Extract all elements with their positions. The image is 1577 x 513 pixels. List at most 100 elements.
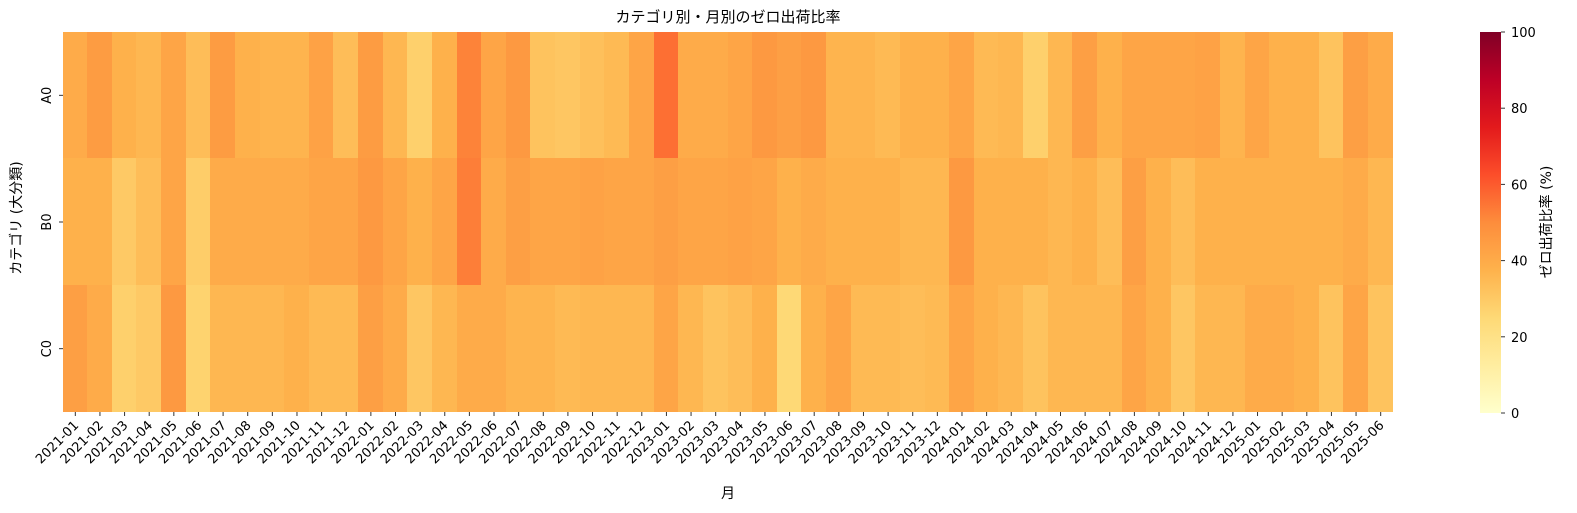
heatmap-cell-B0-2023-05 [752,158,778,286]
heatmap-cell-B0-2025-05 [1343,158,1369,286]
heatmap-cell-C0-2025-01 [1245,285,1270,412]
heatmap-cell-A0-2025-01 [1245,32,1270,159]
heatmap-cell-A0-2024-11 [1195,32,1221,159]
heatmap-cell-C0-2024-02 [974,285,999,412]
heatmap-cell-A0-2024-05 [1048,32,1073,159]
heatmap-cell-A0-2021-03 [112,32,137,159]
heatmap-cell-B0-2021-11 [309,158,334,286]
heatmap-cell-C0-2021-01 [63,285,88,412]
heatmap-cell-B0-2023-06 [777,158,802,286]
heatmap-cell-A0-2022-08 [530,32,556,159]
heatmap-cell-C0-2025-05 [1343,285,1369,412]
heatmap-cell-B0-2022-10 [580,158,605,286]
heatmap-cell-A0-2024-10 [1171,32,1196,159]
heatmap-cell-B0-2024-07 [1097,158,1123,286]
heatmap-cell-B0-2023-11 [900,158,926,286]
heatmap-cell-A0-2025-02 [1269,32,1295,159]
heatmap-cell-C0-2022-10 [580,285,605,412]
heatmap-cell-C0-2021-08 [235,285,261,412]
chart-title: カテゴリ別・月別のゼロ出荷比率 [615,8,840,26]
heatmap-cell-C0-2024-01 [949,285,975,412]
heatmap-cell-A0-2021-10 [284,32,310,159]
heatmap-cell-A0-2024-06 [1072,32,1098,159]
heatmap-cell-A0-2024-01 [949,32,975,159]
heatmap-cell-C0-2021-10 [284,285,310,412]
heatmap-cell-C0-2024-06 [1072,285,1098,412]
heatmap-cell-B0-2025-02 [1269,158,1295,286]
heatmap-cell-A0-2024-08 [1122,32,1147,159]
heatmap-cell-B0-2024-06 [1072,158,1098,286]
heatmap-cell-A0-2022-10 [580,32,605,159]
row-label-C0: C0 [40,340,55,357]
colorbar-label: ゼロ出荷比率 (%) [1538,166,1555,279]
colorbar-tick-label-20: 20 [1511,331,1528,346]
heatmap-cell-A0-2021-12 [333,32,359,159]
heatmap-cell-C0-2023-07 [801,285,827,412]
colorbar-tick-label-60: 60 [1511,178,1528,193]
heatmap-cell-C0-2021-12 [333,285,359,412]
heatmap-cell-B0-2021-12 [333,158,359,286]
heatmap-cell-A0-2021-05 [161,32,187,159]
heatmap-cell-B0-2025-06 [1368,158,1393,286]
heatmap-cell-B0-2025-01 [1245,158,1270,286]
heatmap-cell-B0-2024-02 [974,158,999,286]
heatmap-cell-A0-2022-11 [604,32,630,159]
heatmap-cell-A0-2023-04 [728,32,753,159]
heatmap-cell-A0-2024-02 [974,32,999,159]
heatmap-cell-A0-2023-05 [752,32,778,159]
heatmap-cell-B0-2024-03 [998,158,1024,286]
colorbar-tick-label-100: 100 [1511,26,1536,41]
heatmap-cell-A0-2024-03 [998,32,1024,159]
heatmap-cell-A0-2021-06 [186,32,211,159]
heatmap-cell-C0-2021-09 [260,285,285,412]
heatmap-cell-B0-2025-03 [1294,158,1320,286]
heatmap-cell-A0-2022-04 [432,32,458,159]
heatmap-cell-B0-2022-01 [358,158,384,286]
heatmap-cell-A0-2022-09 [555,32,581,159]
colorbar-tick-label-40: 40 [1511,255,1528,270]
y-axis-label: カテゴリ (大分類) [8,161,25,274]
heatmap-cell-A0-2023-12 [925,32,950,159]
heatmap-cell-B0-2021-05 [161,158,187,286]
heatmap-cell-B0-2022-03 [407,158,433,286]
heatmap-cell-C0-2022-11 [604,285,630,412]
heatmap-cell-C0-2023-04 [728,285,753,412]
heatmap-cell-B0-2022-02 [383,158,408,286]
heatmap-cell-C0-2021-03 [112,285,137,412]
heatmap-cell-A0-2022-05 [457,32,482,159]
heatmap-cell-C0-2025-04 [1319,285,1344,412]
heatmap-cell-A0-2025-04 [1319,32,1344,159]
heatmap-cell-C0-2023-02 [678,285,704,412]
heatmap-cell-C0-2022-09 [555,285,581,412]
heatmap-cell-A0-2023-02 [678,32,704,159]
heatmap-cell-C0-2023-10 [875,285,901,412]
heatmap-cell-B0-2021-10 [284,158,310,286]
heatmap-cell-C0-2024-11 [1195,285,1221,412]
heatmap-cell-C0-2023-03 [703,285,728,412]
heatmap-cell-A0-2025-05 [1343,32,1369,159]
heatmap-cell-C0-2022-08 [530,285,556,412]
heatmap-cell-C0-2023-11 [900,285,926,412]
heatmap-cell-B0-2024-04 [1023,158,1049,286]
row-label-A0: A0 [40,87,55,104]
heatmap-cell-B0-2021-08 [235,158,261,286]
x-axis-label: 月 [721,486,735,502]
heatmap-cell-A0-2024-04 [1023,32,1049,159]
heatmap-cell-A0-2025-06 [1368,32,1393,159]
heatmap-cell-A0-2025-03 [1294,32,1320,159]
colorbar-tick-label-80: 80 [1511,102,1528,117]
heatmap-cell-C0-2021-05 [161,285,187,412]
heatmap-cell-B0-2022-06 [481,158,507,286]
heatmap-cell-C0-2021-02 [87,285,113,412]
heatmap-cell-B0-2023-03 [703,158,728,286]
heatmap-cell-C0-2022-03 [407,285,433,412]
heatmap-cell-C0-2021-11 [309,285,334,412]
row-label-B0: B0 [40,213,55,230]
heatmap-cell-C0-2024-04 [1023,285,1049,412]
heatmap-cells [63,32,1393,412]
heatmap-cell-C0-2025-06 [1368,285,1393,412]
heatmap-cell-B0-2023-02 [678,158,704,286]
heatmap-cell-B0-2023-10 [875,158,901,286]
heatmap-cell-C0-2021-07 [210,285,236,412]
heatmap-cell-B0-2024-12 [1220,158,1246,286]
